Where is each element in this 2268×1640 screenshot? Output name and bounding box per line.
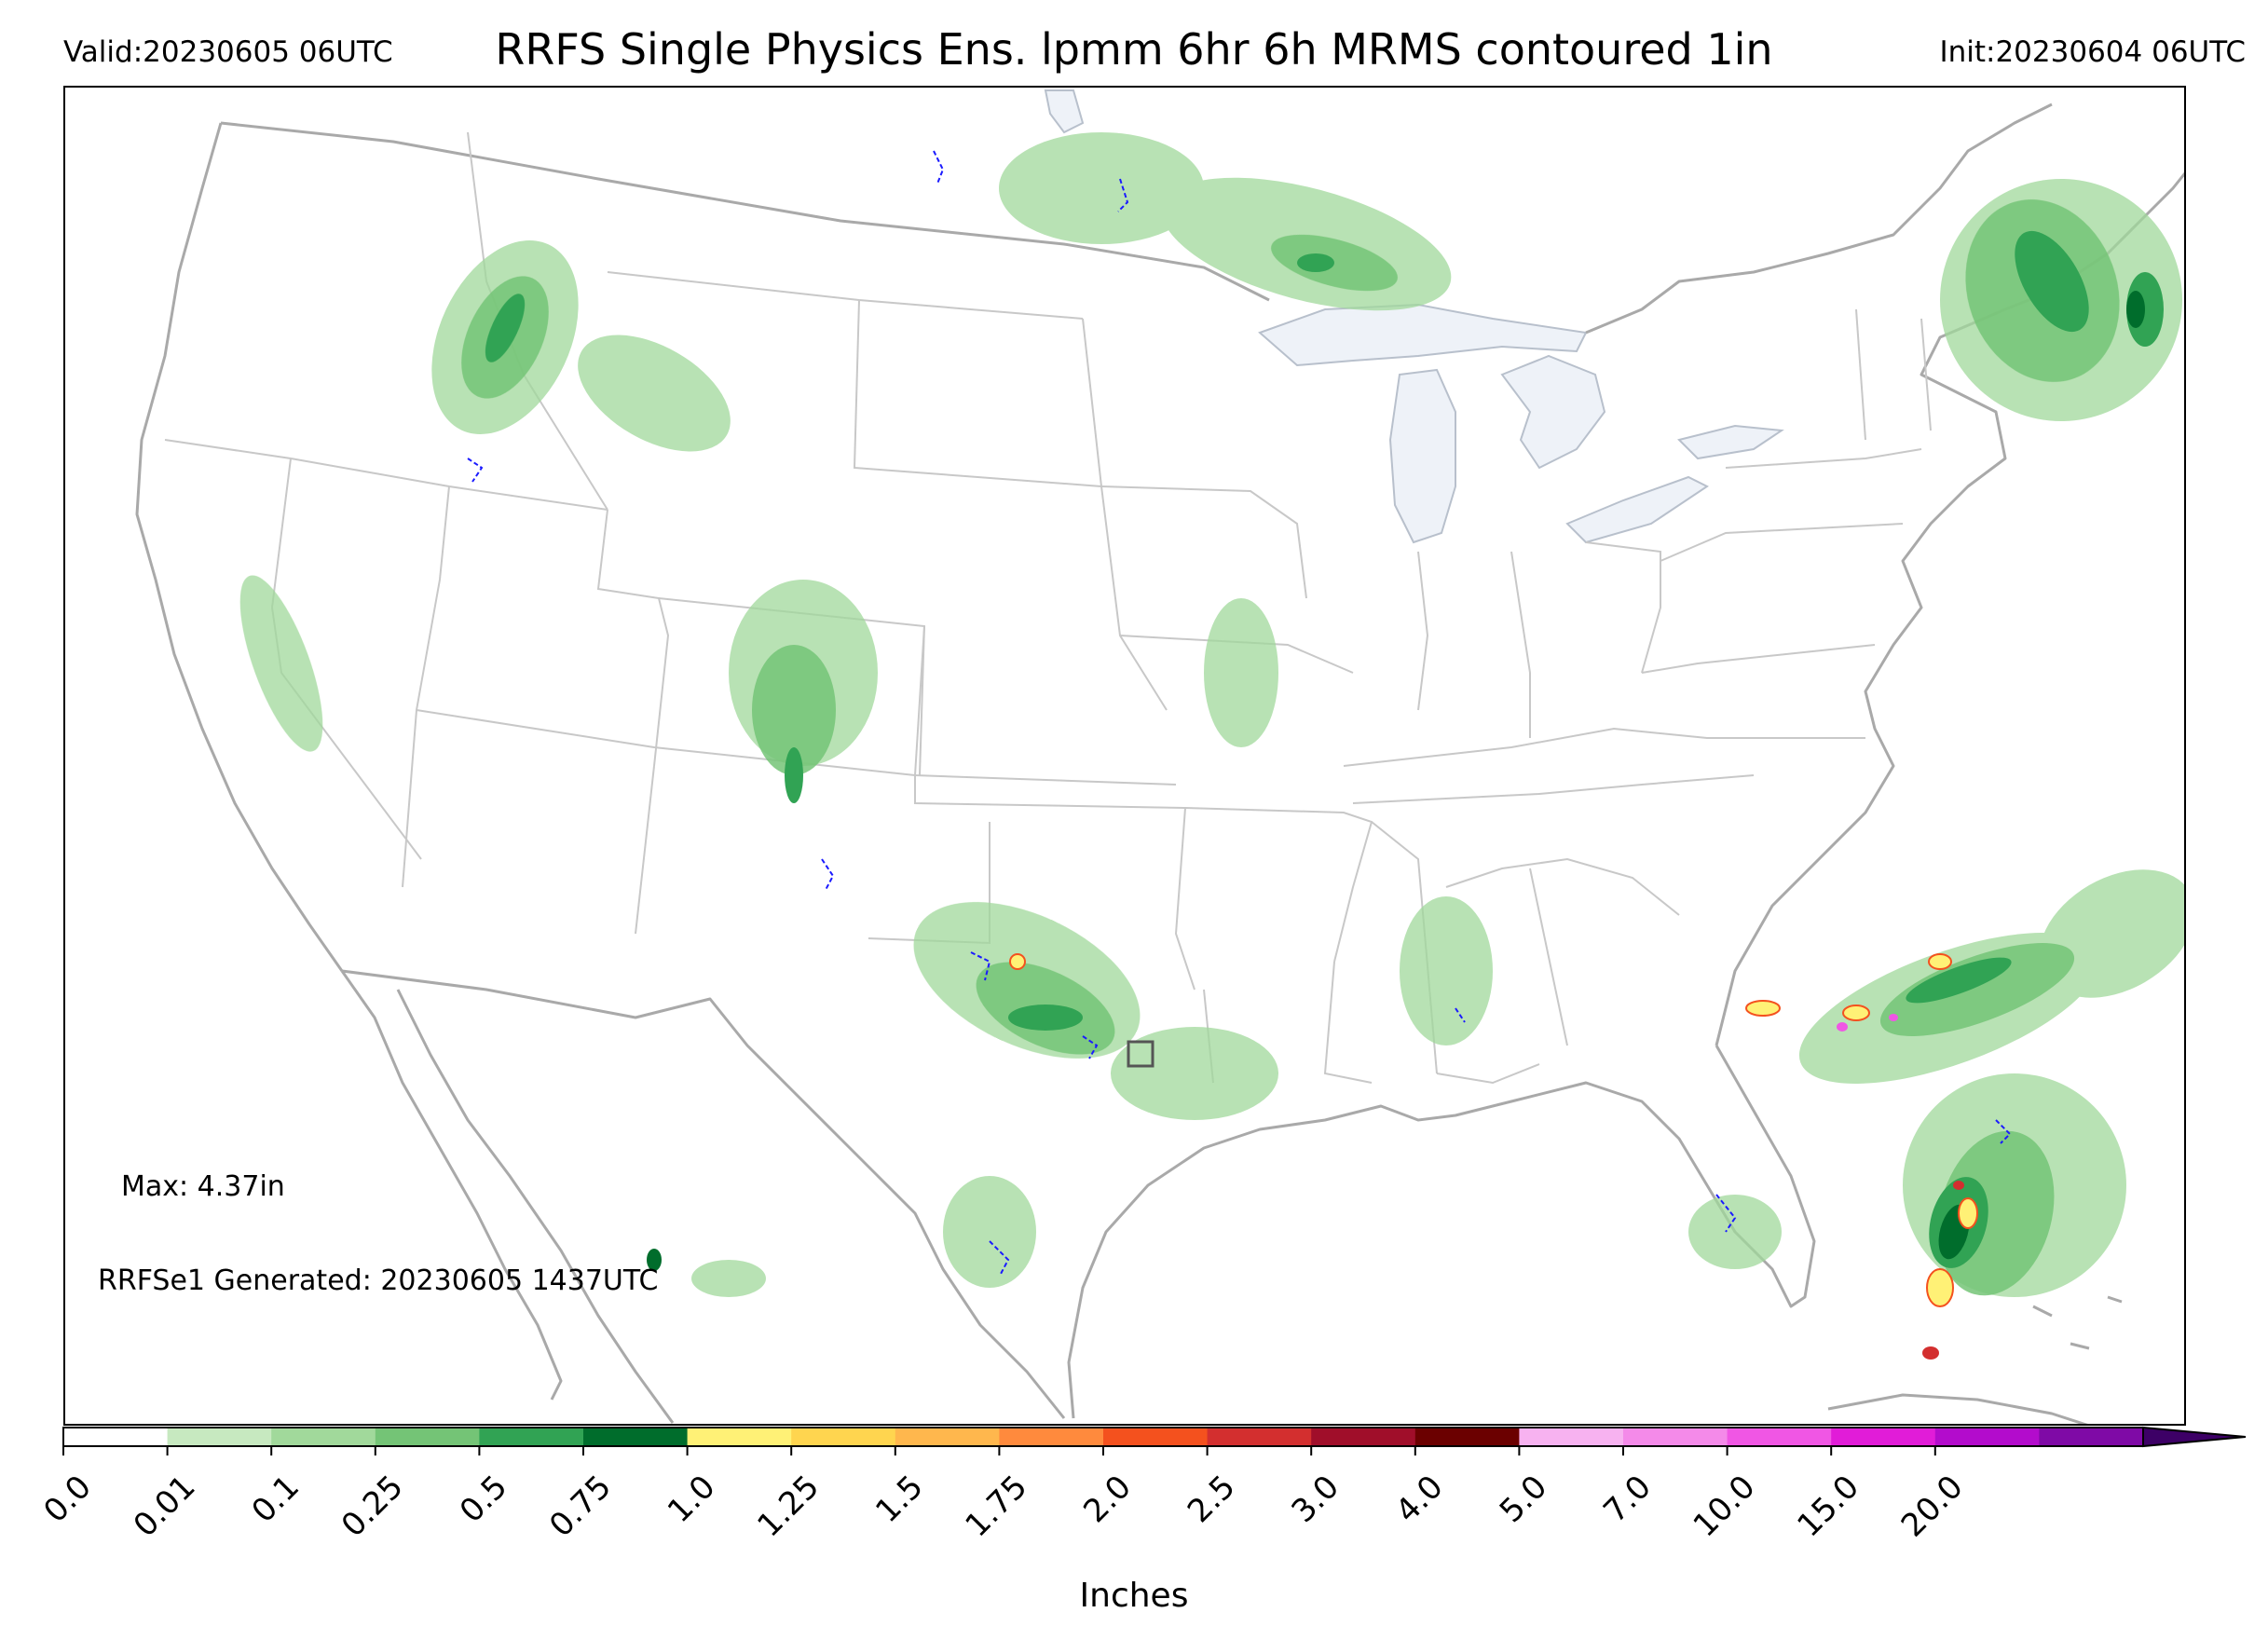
baja-peninsula [340,970,563,1401]
precipitation-field [239,132,2184,1360]
colorbar-extend-arrow [2142,1426,2247,1448]
colorbar-tick-label: 15.0 [1790,1469,1866,1545]
cuba [1827,1393,2088,1424]
lake-michigan [1388,368,1456,544]
bahamas [2032,1295,2123,1350]
valid-time-label: Valid:20230605 06UTC [63,35,393,69]
colorbar-segment [1519,1428,1624,1446]
max-value-note: Max: 4.37in [121,1170,285,1203]
init-time-label: Init:20230604 06UTC [1939,35,2246,69]
mexico-west-coast [396,989,675,1424]
colorbar-segment [1727,1428,1832,1446]
colorbar-segment [1311,1428,1416,1446]
colorbar-segment [167,1428,272,1446]
colorbar-tick-label: 7.0 [1596,1469,1659,1531]
colorbar-segment [2039,1428,2144,1446]
pacific-coast [135,122,344,972]
map-canvas [135,89,2184,1424]
colorbar-tick-label: 2.5 [1181,1469,1243,1531]
colorbar-tick-label: 1.0 [661,1469,723,1531]
colorbar-segment [687,1428,792,1446]
colorbar-tick-label: 0.0 [36,1469,99,1531]
mrms-contours [467,150,2012,1275]
colorbar-tick-label: 1.25 [750,1469,827,1545]
max-location-box [1127,1040,1154,1068]
canada-east-border [1585,102,2053,335]
colorbar-segment [583,1428,689,1446]
colorbar-segment [1103,1428,1209,1446]
colorbar-segment [791,1428,896,1446]
colorbar-segment [1934,1428,2040,1446]
colorbar-segment [895,1428,1000,1446]
gulf-coast [1067,1045,1816,1419]
chart-title: RRFS Single Physics Ens. lpmm 6hr 6h MRM… [495,24,1773,75]
colorbar-tick-label: 0.5 [453,1469,515,1531]
mexico-border [341,969,1066,1419]
colorbar-segment [999,1428,1104,1446]
colorbar-tick-label: 1.5 [868,1469,931,1531]
colorbar-segment [1831,1428,1936,1446]
colorbar-tick-label: 2.0 [1076,1469,1139,1531]
colorbar-tick-label: 0.1 [245,1469,307,1531]
colorbar-segment [271,1428,376,1446]
colorbar-segment [479,1428,584,1446]
canada-border [220,121,1270,302]
lake-ontario [1677,424,1784,460]
colorbar-segment [1414,1428,1520,1446]
colorbar-tick-label: 4.0 [1388,1469,1451,1531]
colorbar-segment [1623,1428,1728,1446]
colorbar-tick-label: 20.0 [1894,1469,1971,1545]
generated-note: RRFSe1 Generated: 20230605 1437UTC [98,1264,659,1297]
colorbar-tick-label: 3.0 [1285,1469,1347,1531]
colorbar-tick-label: 5.0 [1493,1469,1555,1531]
colorbar-label: Inches [1079,1577,1189,1615]
lake-huron [1500,354,1606,470]
colorbar-segment [375,1428,480,1446]
colorbar-segment [1207,1428,1312,1446]
colorbar-segment [63,1428,169,1446]
map-panel [63,86,2186,1426]
colorbar-tick-label: 10.0 [1687,1469,1763,1545]
colorbar-tick-label: 0.75 [542,1469,619,1545]
colorbar-tick-label: 0.01 [127,1469,203,1545]
colorbar-tick-label: 1.75 [958,1469,1034,1545]
great-lakes [1044,89,1784,544]
lake-winnipeg [1044,89,1085,134]
colorbar-tick-label: 0.25 [335,1469,411,1545]
